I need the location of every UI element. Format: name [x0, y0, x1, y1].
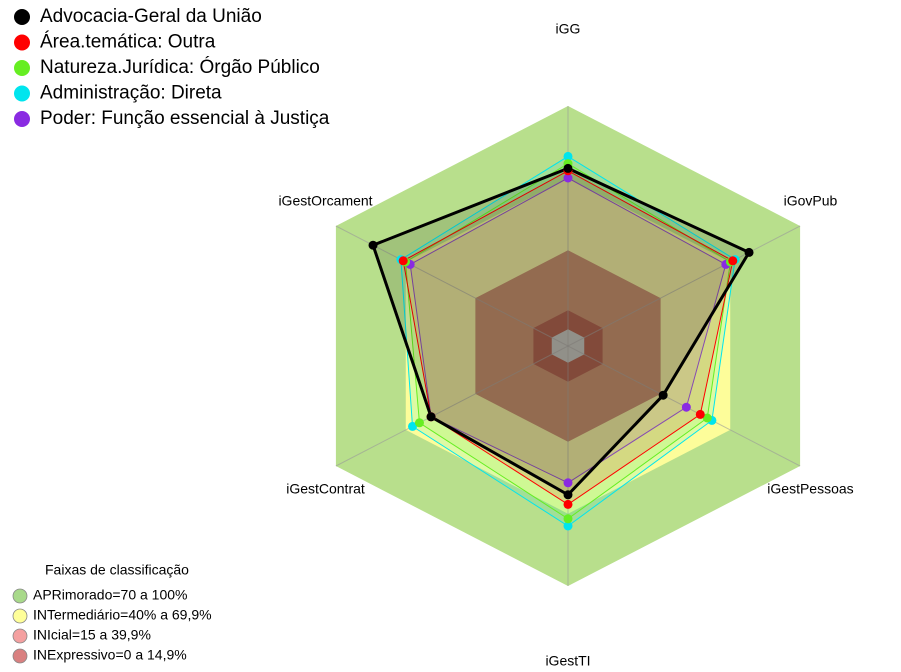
legend-label: Advocacia-Geral da União: [40, 6, 262, 27]
series-area: [403, 170, 733, 505]
series-point: [563, 521, 573, 531]
axis-label: iGestOrcament: [278, 193, 372, 209]
band-legend-label: INExpressivo=0 a 14,9%: [33, 647, 187, 663]
series-point: [728, 256, 738, 266]
axis-label: iGovPub: [784, 193, 838, 209]
band-legend-marker: [12, 588, 28, 604]
legend-label: Administração: Direta: [40, 83, 222, 104]
legend-marker: [14, 60, 30, 76]
series-area: [373, 168, 750, 495]
series-point: [744, 247, 754, 257]
band-legend-marker: [12, 608, 28, 624]
series-area: [400, 156, 736, 526]
legend-marker: [14, 111, 30, 127]
series-area: [405, 163, 731, 519]
series-point: [563, 490, 573, 500]
band-legend-marker: [12, 628, 28, 644]
band-legend-label: INTermediário=40% a 69,9%: [33, 607, 212, 623]
legend-marker: [14, 9, 30, 25]
series-point: [681, 402, 691, 412]
series-area: [410, 178, 726, 483]
band-legend-label: APRimorado=70 a 100%: [33, 587, 188, 603]
band-legend-marker: [12, 648, 28, 664]
series-point: [563, 478, 573, 488]
series-point: [695, 409, 705, 419]
series-point: [426, 412, 436, 422]
legend-label: Natureza.Jurídica: Órgão Público: [40, 56, 320, 78]
legend-marker: [14, 34, 30, 51]
series-point: [563, 173, 573, 183]
axis-label: iGestPessoas: [767, 481, 853, 497]
series-point: [658, 390, 668, 400]
legend-label: Área.temática: Outra: [40, 32, 216, 53]
axis-label: iGestContrat: [286, 481, 365, 497]
series-point: [702, 413, 712, 423]
series-point: [563, 499, 573, 509]
series-point: [398, 256, 408, 266]
series-point: [407, 421, 417, 431]
spoke: [567, 225, 801, 347]
spoke: [335, 345, 569, 467]
axis-label: iGG: [556, 21, 581, 37]
series-point: [563, 514, 573, 524]
series-point: [563, 163, 573, 173]
series-point: [563, 151, 573, 161]
bands-title: Faixas de classificação: [45, 562, 189, 578]
axis-label: iGestTI: [545, 653, 590, 669]
series-point: [414, 418, 424, 428]
legend-label: Poder: Função essencial à Justiça: [40, 108, 330, 129]
band-legend-label: INIcial=15 a 39,9%: [33, 627, 151, 643]
series-point: [368, 240, 378, 250]
legend-marker: [14, 85, 30, 102]
